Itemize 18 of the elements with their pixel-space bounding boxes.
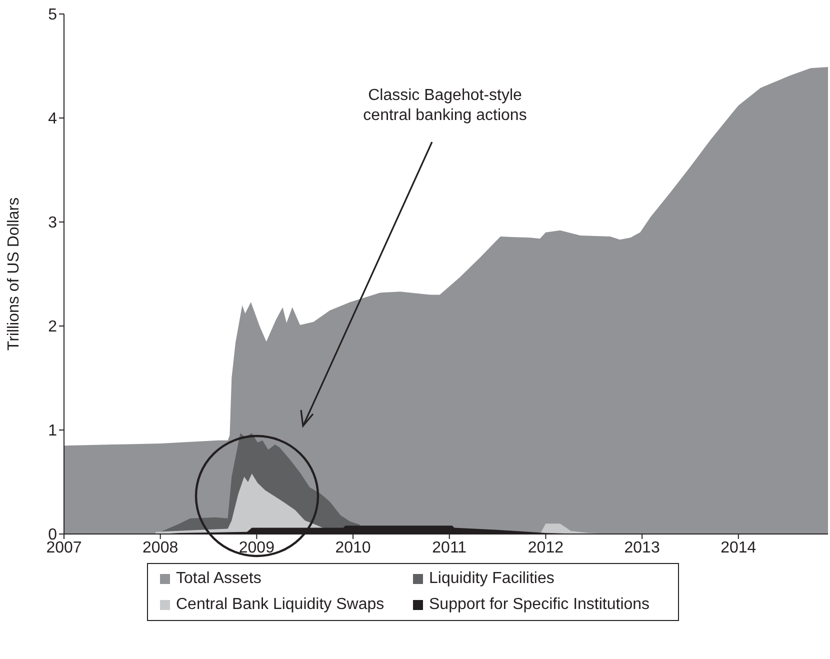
y-tick-label: 2: [48, 318, 58, 336]
legend-label: Total Assets: [176, 570, 262, 588]
x-tick-label: 2010: [335, 539, 371, 556]
annotation: Classic Bagehot-style central banking actions: [362, 86, 528, 126]
legend-label: Support for Specific Institutions: [429, 596, 650, 614]
x-tick-label: 2012: [528, 539, 564, 556]
x-tick-label: 2008: [142, 539, 178, 556]
x-tick-label: 2013: [624, 539, 660, 556]
y-tick-label: 1: [48, 422, 58, 440]
legend-label: Central Bank Liquidity Swaps: [176, 596, 384, 614]
y-tick-label: 4: [48, 110, 58, 128]
y-tick-label: 5: [48, 6, 58, 24]
y-axis-title: Trillions of US Dollars: [6, 197, 23, 351]
x-tick-label: 2009: [238, 539, 275, 556]
legend-label: Liquidity Facilities: [429, 570, 554, 588]
x-tick-label: 2014: [720, 539, 756, 556]
x-tick-label: 2011: [432, 539, 467, 556]
y-tick-label: 3: [48, 214, 58, 232]
